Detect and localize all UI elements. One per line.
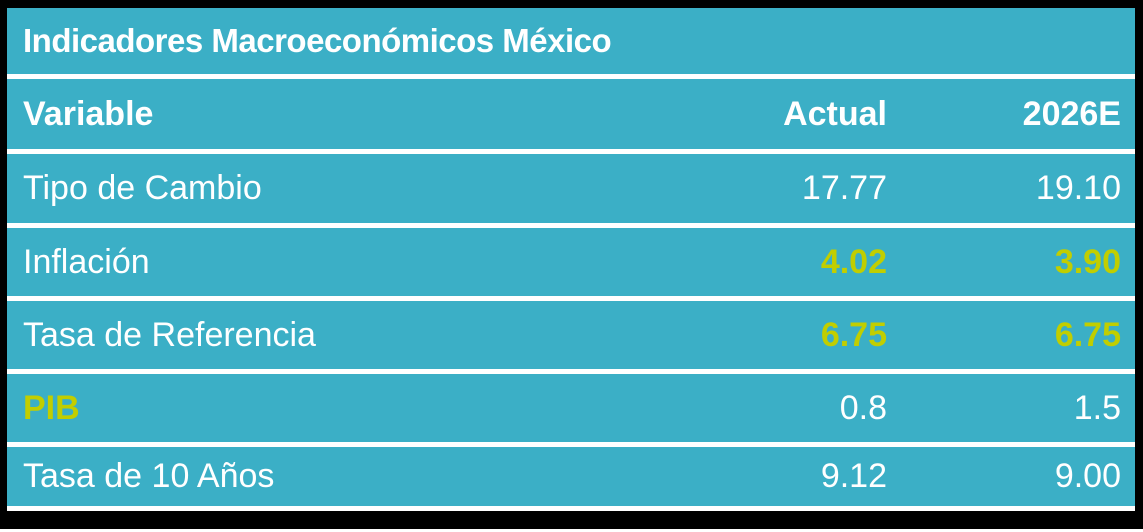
table-row-pib: PIB 0.8 1.5 [7,374,1135,442]
cell-variable: Tasa de 10 Años [23,457,275,495]
cell-variable: Tasa de Referencia [23,315,316,354]
column-header-2026e: 2026E [1022,94,1121,133]
table-title: Indicadores Macroeconómicos México [23,22,612,59]
table-body: Indicadores Macroeconómicos México Varia… [7,8,1135,511]
table-title-row: Indicadores Macroeconómicos México [7,8,1135,74]
cell-actual: 0.8 [839,388,887,427]
cell-2026e: 6.75 [1054,315,1121,354]
cell-2026e: 9.00 [1054,457,1121,495]
table-header-row: Variable Actual 2026E [7,79,1135,149]
cell-variable: Inflación [23,242,150,281]
cell-2026e: 1.5 [1073,388,1121,427]
column-header-variable: Variable [23,94,154,133]
column-header-actual: Actual [783,94,887,133]
cell-actual: 17.77 [801,169,887,207]
table-row-tasa-de-referencia: Tasa de Referencia 6.75 6.75 [7,301,1135,369]
cell-actual: 4.02 [820,242,887,281]
cell-variable: PIB [23,388,80,427]
table-row-inflacion: Inflación 4.02 3.90 [7,228,1135,296]
table-row-tasa-de-10-anos: Tasa de 10 Años 9.12 9.00 [7,447,1135,506]
cell-actual: 6.75 [820,315,887,354]
table-row-tipo-de-cambio: Tipo de Cambio 17.77 19.10 [7,154,1135,223]
cell-variable: Tipo de Cambio [23,169,262,207]
cell-2026e: 3.90 [1054,242,1121,281]
cell-2026e: 19.10 [1035,169,1121,207]
cell-actual: 9.12 [820,457,887,495]
